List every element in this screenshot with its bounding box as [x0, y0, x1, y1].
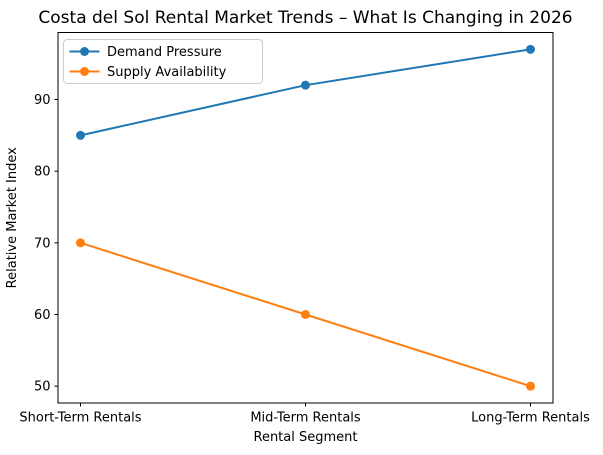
- series-marker-0: [76, 130, 85, 140]
- series-marker-1: [301, 309, 310, 319]
- x-axis-label: Rental Segment: [254, 430, 358, 445]
- chart-title: Costa del Sol Rental Market Trends – Wha…: [38, 8, 572, 28]
- legend-marker: [80, 47, 89, 56]
- x-tick-label: Mid-Term Rentals: [250, 411, 361, 426]
- series-marker-1: [526, 381, 535, 391]
- legend-label: Supply Availability: [107, 65, 227, 80]
- legend: Demand Pressure Supply Availability: [63, 39, 263, 84]
- x-tick-label: Long-Term Rentals: [471, 411, 590, 426]
- legend-marker: [80, 67, 89, 76]
- y-tick-label: 70: [34, 236, 51, 251]
- legend-box: [63, 39, 263, 84]
- y-tick-label: 80: [34, 165, 51, 180]
- series-marker-1: [76, 238, 85, 248]
- series-marker-0: [526, 44, 535, 54]
- y-tick-label: 50: [34, 380, 51, 395]
- legend-label: Demand Pressure: [107, 45, 222, 60]
- y-axis-label: Relative Market Index: [5, 147, 20, 288]
- x-tick-label: Short-Term Rentals: [19, 411, 141, 426]
- plot-area: 50 60 70 80 90 Short-Term Rentals Mid-Term Ren…: [19, 32, 590, 426]
- y-tick-label: 90: [34, 93, 51, 108]
- series-marker-0: [301, 80, 310, 90]
- y-tick-label: 60: [34, 308, 51, 323]
